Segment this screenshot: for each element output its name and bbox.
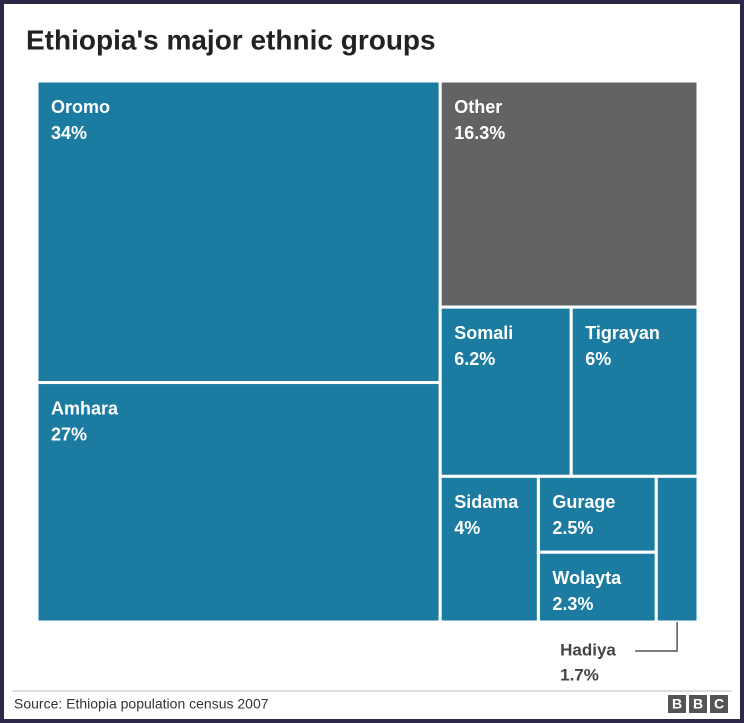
leader-line	[635, 622, 678, 652]
chart-title: Ethiopia's major ethnic groups	[26, 24, 436, 55]
logo-letter: B	[672, 696, 682, 712]
tile-label: Other	[454, 97, 502, 117]
tile-label: Tigrayan	[585, 323, 660, 343]
tile-value: 6%	[585, 349, 611, 369]
logo-box	[710, 695, 728, 713]
tile	[569, 305, 700, 478]
tile-value: 2.5%	[552, 518, 593, 538]
tile	[35, 79, 442, 385]
tile	[654, 474, 700, 624]
tile-label: Amhara	[51, 398, 119, 418]
tile-value: 16.3%	[454, 123, 505, 143]
tile-value: 4%	[454, 518, 480, 538]
tile-label: Oromo	[51, 97, 110, 117]
tile	[35, 381, 442, 624]
tile	[438, 79, 700, 309]
tile-value: 34%	[51, 123, 87, 143]
tile-label: Sidama	[454, 492, 519, 512]
tile-label: Hadiya	[560, 640, 616, 659]
logo-box	[689, 695, 707, 713]
tile-label: Gurage	[552, 492, 615, 512]
tile-value: 2.3%	[552, 594, 593, 614]
tile-value: 27%	[51, 424, 87, 444]
tile-value: 1.7%	[560, 665, 599, 684]
tile-value: 6.2%	[454, 349, 495, 369]
source: Source: Ethiopia population census 2007	[14, 696, 269, 712]
tile-label: Somali	[454, 323, 513, 343]
tile	[536, 474, 658, 554]
logo-letter: B	[693, 696, 703, 712]
tile-label: Wolayta	[552, 568, 622, 588]
logo-box	[668, 695, 686, 713]
logo-letter: C	[714, 696, 724, 712]
